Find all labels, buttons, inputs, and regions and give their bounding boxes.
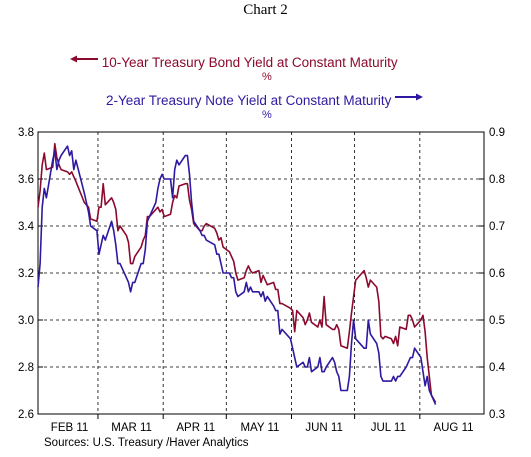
series-10y-line <box>37 142 437 403</box>
source-note: Sources: U.S. Treasury /Haver Analytics <box>44 437 249 449</box>
left-tick-label: 2.8 <box>18 362 34 374</box>
right-tick-label: 0.7 <box>489 221 505 233</box>
x-tick-label: FEB 11 <box>51 422 89 434</box>
x-tick-label: JUN 11 <box>305 422 343 434</box>
x-tick-label: AUG 11 <box>433 422 473 434</box>
grid <box>38 132 484 414</box>
x-tick-label: APR 11 <box>176 422 215 434</box>
left-arrow-icon <box>70 51 98 66</box>
right-tick-label: 0.5 <box>489 315 505 327</box>
legend-2y: 2-Year Treasury Note Yield at Constant M… <box>106 93 424 108</box>
right-tick-label: 0.3 <box>489 409 505 421</box>
left-tick-label: 2.6 <box>18 409 34 421</box>
left-tick-label: 3.2 <box>18 268 34 280</box>
left-tick-label: 3.4 <box>18 221 35 233</box>
left-tick-label: 3.6 <box>18 174 34 186</box>
x-tick-label: JUL 11 <box>371 422 406 434</box>
axes: 2.6 2.8 3.0 3.2 3.4 3.6 3.8 0.3 0.4 0.5 0.6 0.7 0.8 0… <box>18 127 506 434</box>
right-arrow-icon <box>395 89 424 104</box>
left-tick-label: 3.8 <box>18 127 34 139</box>
legend-2y-label: 2-Year Treasury Note Yield at Constant M… <box>106 93 392 108</box>
chart-title: Chart 2 <box>243 2 288 18</box>
right-tick-label: 0.8 <box>489 174 505 186</box>
plot-frame <box>37 131 485 415</box>
series-2y-line <box>37 145 437 405</box>
legend-10y-unit: % <box>262 71 272 83</box>
x-tick-label: MAR 11 <box>111 422 152 434</box>
legend-2y-unit: % <box>262 109 272 121</box>
left-tick-label: 3.0 <box>18 315 34 327</box>
series-lines <box>37 142 437 405</box>
legend-10y: 10-Year Treasury Bond Yield at Constant … <box>70 55 398 70</box>
right-tick-label: 0.6 <box>489 268 505 280</box>
x-tick-label: MAY 11 <box>240 422 279 434</box>
right-tick-label: 0.9 <box>489 127 505 139</box>
right-tick-label: 0.4 <box>489 362 506 374</box>
legend-10y-label: 10-Year Treasury Bond Yield at Constant … <box>101 55 398 70</box>
